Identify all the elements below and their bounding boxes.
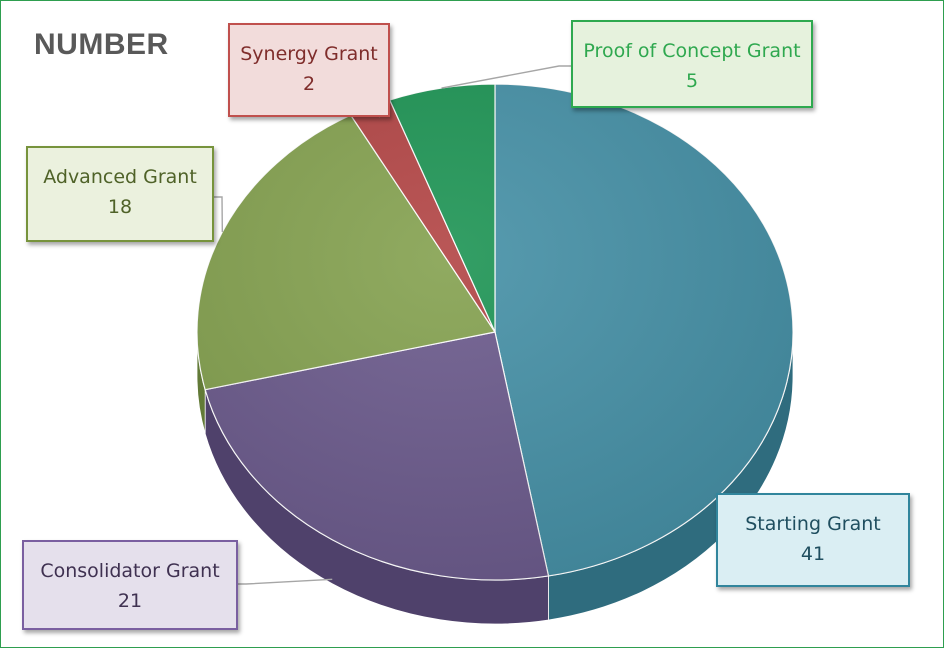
label-name: Advanced Grant — [43, 166, 197, 188]
label-name: Starting Grant — [745, 513, 881, 535]
chart-title: NUMBER — [34, 28, 169, 61]
label-synergy-grant: Synergy Grant 2 — [228, 23, 390, 117]
label-advanced-grant: Advanced Grant 18 — [26, 146, 214, 242]
leader-line-advanced-grant — [214, 196, 224, 232]
label-starting-grant: Starting Grant 41 — [716, 493, 910, 587]
label-value: 2 — [302, 73, 316, 95]
leader-line-proof-of-concept-grant — [441, 65, 571, 89]
label-name: Consolidator Grant — [40, 560, 220, 582]
label-value: 5 — [685, 70, 699, 92]
label-proof-of-concept-grant: Proof of Concept Grant 5 — [571, 20, 813, 108]
label-name: Proof of Concept Grant — [583, 40, 801, 62]
label-consolidator-grant: Consolidator Grant 21 — [22, 540, 238, 630]
leader-line-consolidator-grant — [238, 578, 333, 585]
label-name: Synergy Grant — [240, 43, 378, 65]
label-value: 21 — [117, 590, 143, 612]
pie-slices — [196, 83, 794, 581]
label-value: 41 — [800, 543, 826, 565]
label-value: 18 — [107, 196, 133, 218]
